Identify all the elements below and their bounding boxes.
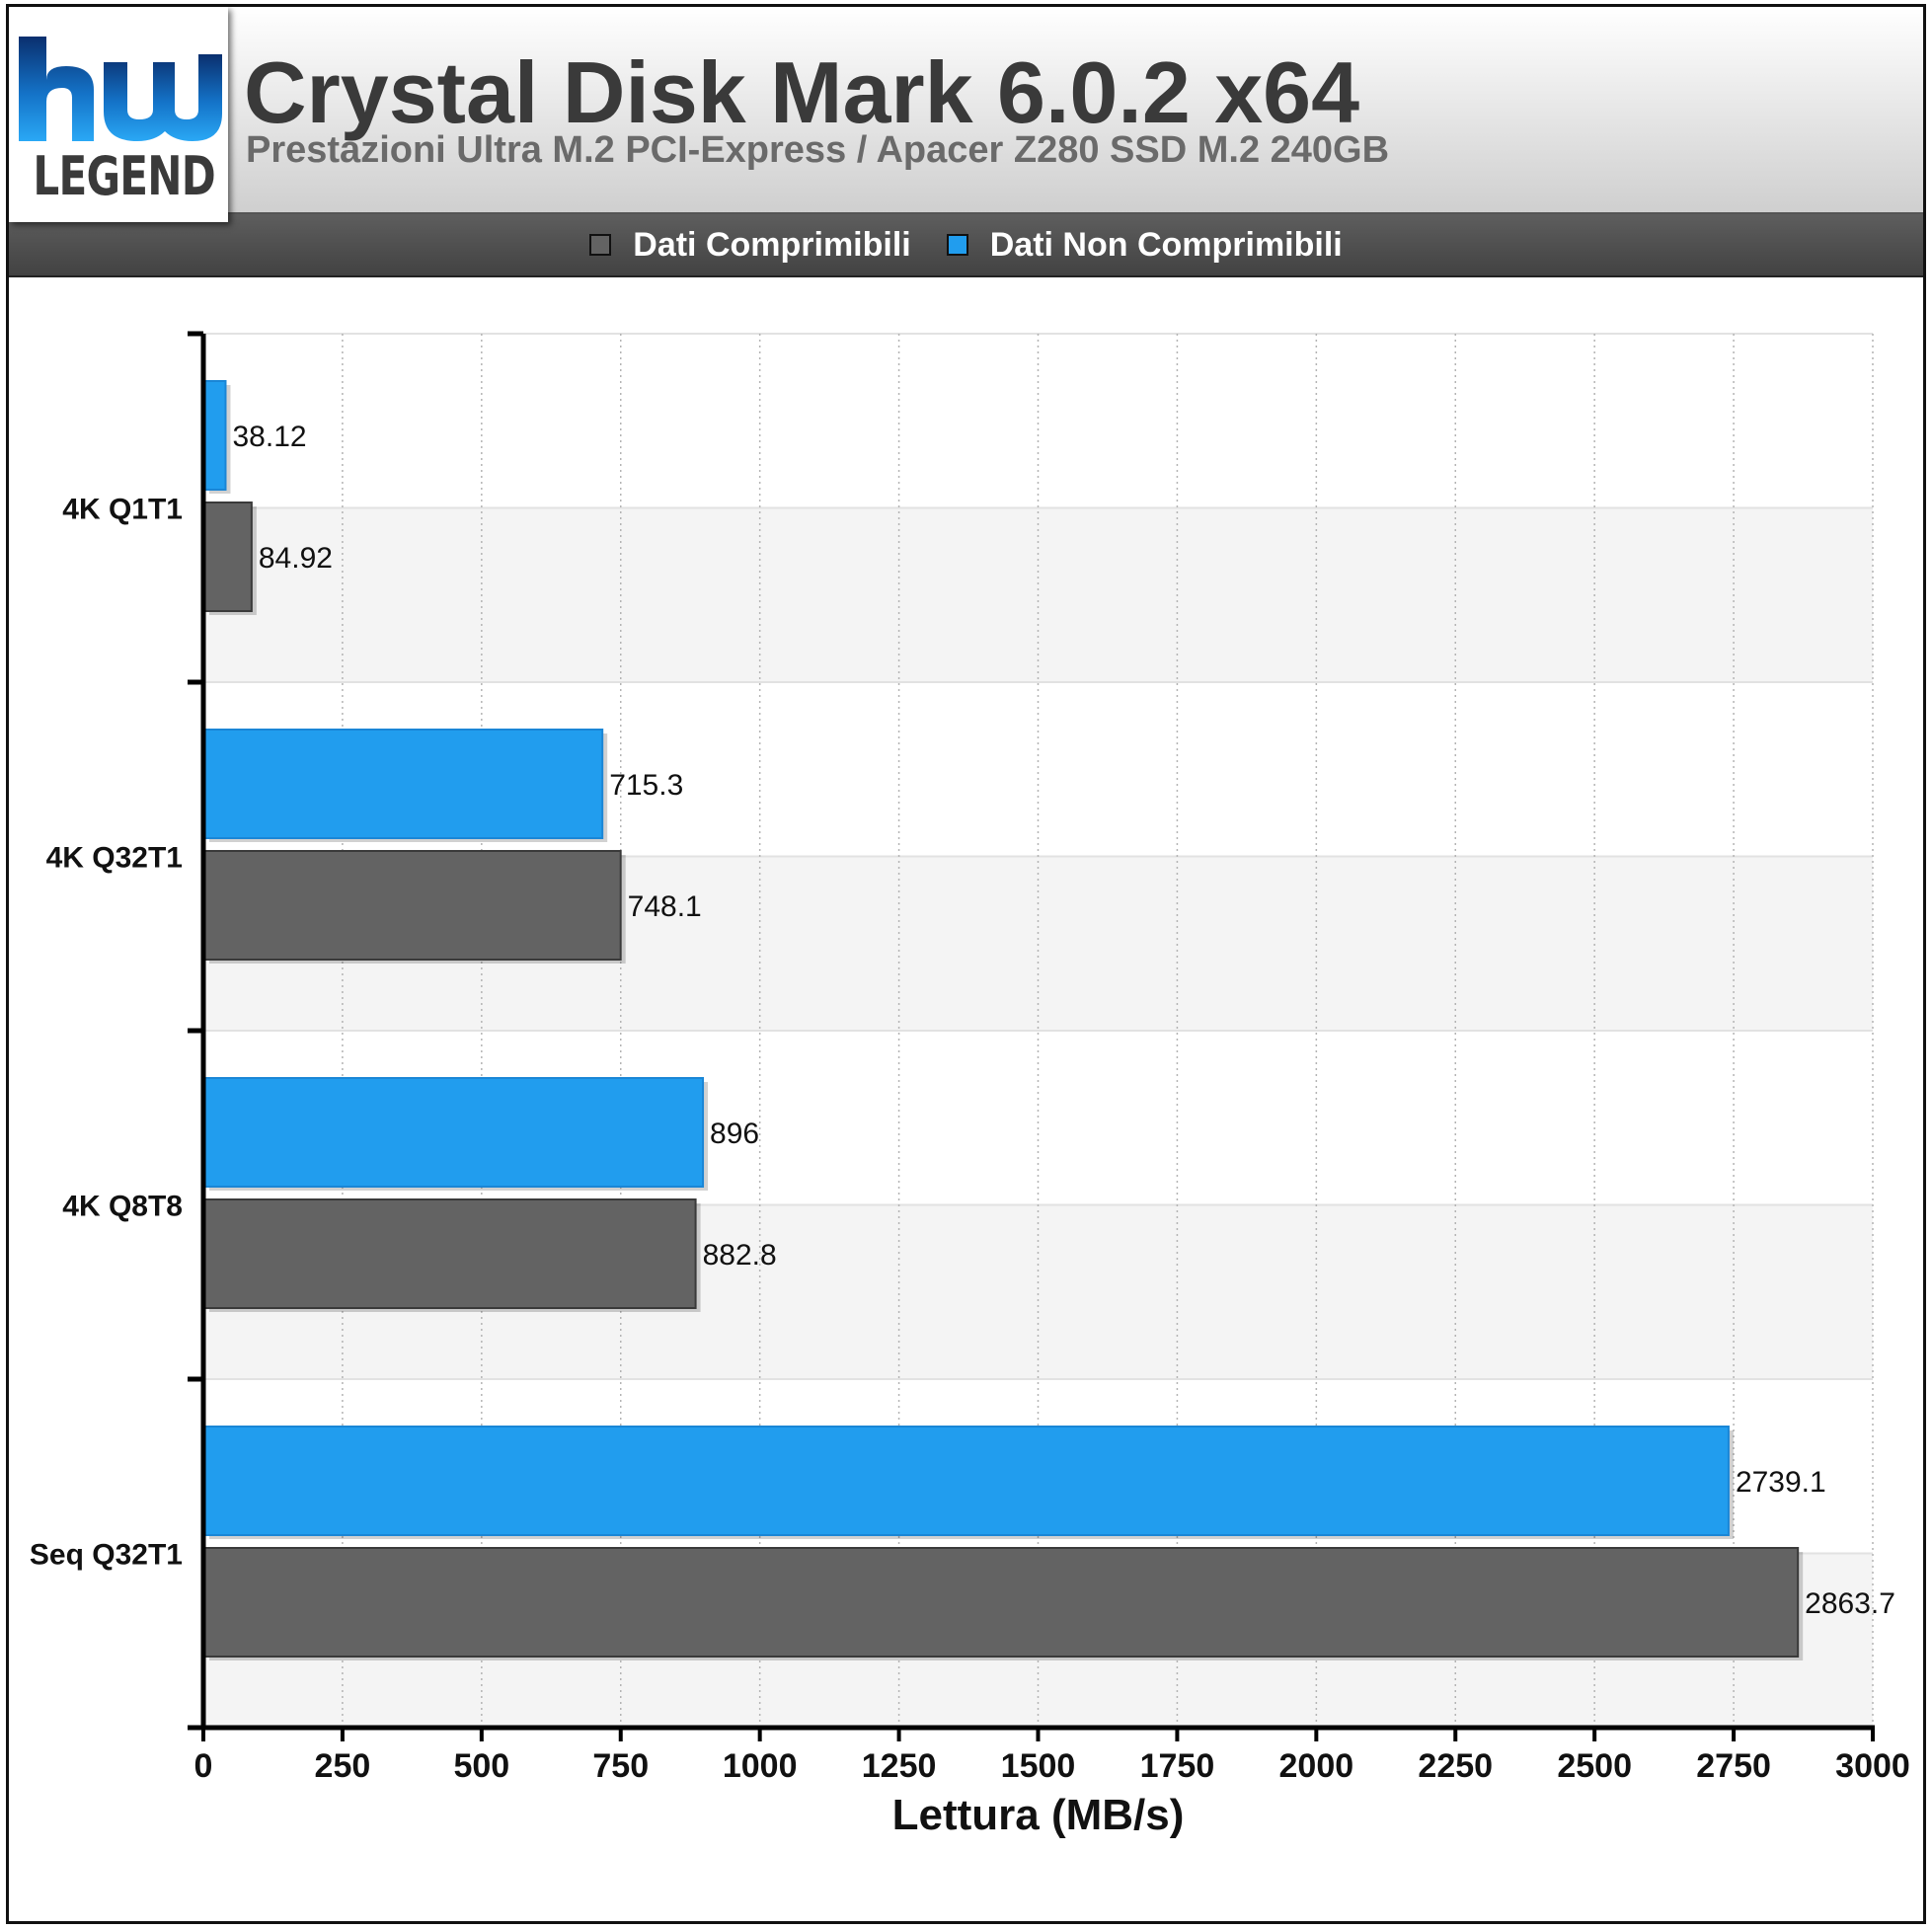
- x-tick-label: 250: [315, 1747, 371, 1785]
- x-tick-label: 0: [194, 1747, 213, 1785]
- value-label-compressible: 882.8: [703, 1239, 777, 1272]
- category-label: Seq Q32T1: [30, 1539, 183, 1572]
- chart-subtitle: Prestazioni Ultra M.2 PCI-Express / Apac…: [246, 129, 1390, 171]
- bar-chart: 38.12 84.92 4K Q1T1 715.3 748.1 4K Q32T1 896 88…: [30, 331, 1910, 1839]
- x-axis-title: Lettura (MB/s): [892, 1791, 1185, 1839]
- category-label: 4K Q32T1: [46, 842, 183, 875]
- value-label-compressible: 748.1: [628, 890, 702, 923]
- category-label: 4K Q1T1: [62, 494, 183, 526]
- x-tick-label: 1250: [862, 1747, 937, 1785]
- bar-non-compressible: [203, 380, 227, 491]
- chart-title: Crystal Disk Mark 6.0.2 x64: [244, 43, 1360, 141]
- legend-label-non-compressible: Dati Non Comprimibili: [989, 225, 1343, 264]
- legend-swatch-non-compressible: [946, 234, 968, 256]
- bar-compressible: [203, 850, 622, 961]
- x-tick-label: 1000: [723, 1747, 798, 1785]
- bar-non-compressible: [203, 729, 604, 839]
- value-label-compressible: 84.92: [259, 542, 333, 575]
- x-tick-label: 3000: [1835, 1747, 1910, 1785]
- x-tick-label: 500: [453, 1747, 509, 1785]
- chart-frame: Crystal Disk Mark 6.0.2 x64 Prestazioni …: [6, 4, 1926, 1924]
- bar-compressible: [203, 1198, 697, 1309]
- bar-non-compressible: [203, 1426, 1730, 1536]
- bar-non-compressible: [203, 1077, 705, 1188]
- value-label-non-compressible: 896: [710, 1118, 759, 1150]
- legend-label-compressible: Dati Comprimibili: [633, 225, 911, 264]
- logo-mark-icon: [19, 37, 222, 141]
- x-tick-label: 2250: [1418, 1747, 1493, 1785]
- x-tick-label: 750: [592, 1747, 649, 1785]
- value-label-non-compressible: 2739.1: [1736, 1466, 1826, 1499]
- chart-header: Crystal Disk Mark 6.0.2 x64 Prestazioni …: [9, 7, 1923, 214]
- hwlegend-logo: LEGEND: [9, 7, 228, 222]
- bar-compressible: [203, 502, 253, 612]
- value-label-non-compressible: 38.12: [232, 421, 306, 453]
- legend-swatch-compressible: [589, 234, 612, 256]
- x-tick-label: 2750: [1696, 1747, 1771, 1785]
- category-label: 4K Q8T8: [62, 1191, 183, 1223]
- x-tick-label: 1500: [1001, 1747, 1076, 1785]
- legend-item-non-compressible: Dati Non Comprimibili: [946, 225, 1343, 265]
- legend-item-compressible: Dati Comprimibili: [589, 225, 911, 265]
- x-tick-label: 2500: [1557, 1747, 1632, 1785]
- x-tick-label: 2000: [1279, 1747, 1354, 1785]
- legend: Dati Comprimibili Dati Non Comprimibili: [9, 214, 1923, 277]
- value-label-compressible: 2863.7: [1805, 1587, 1895, 1620]
- x-tick-label: 1750: [1140, 1747, 1215, 1785]
- logo-wordmark: LEGEND: [33, 145, 215, 207]
- bar-compressible: [203, 1547, 1800, 1658]
- value-label-non-compressible: 715.3: [609, 769, 683, 802]
